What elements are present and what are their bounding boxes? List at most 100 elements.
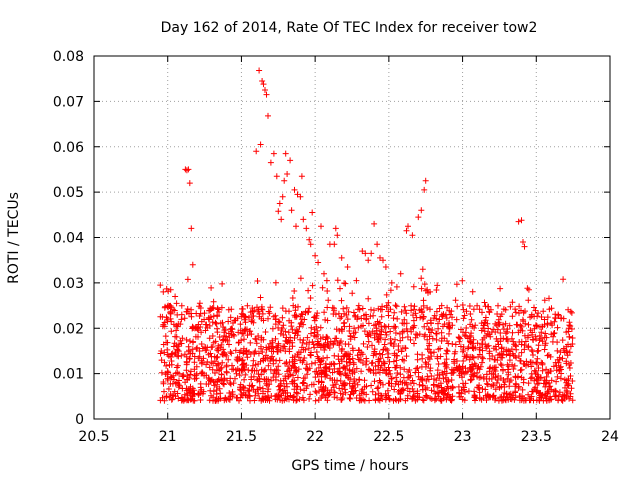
data-point xyxy=(232,375,238,382)
data-point xyxy=(386,367,393,374)
data-point xyxy=(237,327,244,334)
data-point xyxy=(294,383,301,390)
data-point xyxy=(541,334,548,341)
data-point xyxy=(500,367,506,374)
data-point xyxy=(481,334,488,341)
data-point xyxy=(210,304,217,311)
data-point xyxy=(373,325,380,332)
data-point xyxy=(514,321,521,328)
data-point xyxy=(160,288,167,295)
data-point xyxy=(238,391,245,398)
data-point xyxy=(371,322,377,329)
data-point xyxy=(283,396,290,403)
data-point xyxy=(400,374,407,381)
data-point xyxy=(466,303,473,309)
data-point xyxy=(538,394,545,401)
data-point xyxy=(298,344,305,351)
data-point xyxy=(527,375,534,382)
data-point xyxy=(336,365,343,372)
data-point xyxy=(306,236,313,243)
data-point xyxy=(203,321,210,328)
data-point xyxy=(422,363,429,370)
y-tick-label: 0.08 xyxy=(53,49,84,65)
data-point xyxy=(547,393,554,400)
data-point xyxy=(211,382,218,389)
data-point xyxy=(382,345,389,352)
data-point xyxy=(171,307,178,314)
data-point xyxy=(516,310,522,317)
data-point xyxy=(272,312,279,319)
data-point xyxy=(398,308,405,315)
data-point xyxy=(236,349,243,356)
data-point xyxy=(383,304,390,311)
data-point xyxy=(465,388,472,395)
data-point xyxy=(292,307,299,314)
data-point xyxy=(215,342,222,349)
data-point xyxy=(395,381,402,388)
data-point xyxy=(349,370,356,377)
data-point xyxy=(284,393,291,400)
data-point xyxy=(482,317,489,324)
data-point xyxy=(259,395,266,402)
data-point xyxy=(548,386,555,393)
data-point xyxy=(279,193,286,200)
data-point xyxy=(563,329,570,336)
data-point xyxy=(419,375,426,382)
data-point xyxy=(485,325,492,332)
data-point xyxy=(344,316,351,323)
data-point xyxy=(489,353,496,359)
data-point xyxy=(265,344,272,350)
data-point xyxy=(317,335,324,342)
data-point xyxy=(457,365,464,372)
data-point xyxy=(286,308,292,315)
data-point xyxy=(345,308,352,315)
data-point xyxy=(371,334,378,341)
data-point xyxy=(323,363,330,370)
data-point xyxy=(186,355,193,362)
data-point xyxy=(282,150,289,157)
data-point xyxy=(322,373,329,380)
data-point xyxy=(198,360,205,367)
data-point xyxy=(476,395,483,402)
data-point xyxy=(317,361,324,368)
data-point xyxy=(493,380,500,386)
data-point xyxy=(312,252,319,259)
data-point xyxy=(289,326,296,333)
data-point xyxy=(434,383,441,390)
data-point xyxy=(408,328,415,335)
data-point xyxy=(401,357,407,364)
data-point xyxy=(366,366,373,373)
data-point xyxy=(178,302,185,309)
data-point xyxy=(254,278,261,284)
data-point xyxy=(550,330,557,337)
data-point xyxy=(241,316,248,323)
data-point xyxy=(462,380,469,387)
data-point xyxy=(401,366,408,373)
data-point xyxy=(347,391,354,398)
data-point xyxy=(370,312,377,319)
data-point xyxy=(466,364,473,371)
data-point xyxy=(365,257,372,264)
data-point xyxy=(493,364,499,371)
data-point xyxy=(269,353,276,360)
data-point xyxy=(387,328,394,335)
data-point xyxy=(566,334,573,340)
data-point xyxy=(191,359,198,366)
data-point xyxy=(500,326,507,333)
data-point xyxy=(382,324,389,330)
data-point xyxy=(517,393,524,400)
data-point xyxy=(476,306,483,313)
y-tick-label: 0.06 xyxy=(53,140,84,156)
data-point xyxy=(296,396,303,403)
data-point xyxy=(383,291,390,298)
data-point xyxy=(394,370,401,376)
data-point xyxy=(434,390,441,397)
data-point xyxy=(197,324,204,330)
data-point xyxy=(308,381,315,388)
data-point xyxy=(187,389,194,396)
data-point xyxy=(474,369,481,376)
data-point xyxy=(512,374,519,381)
data-point xyxy=(354,352,361,359)
data-point xyxy=(267,159,274,166)
data-point xyxy=(324,304,331,311)
